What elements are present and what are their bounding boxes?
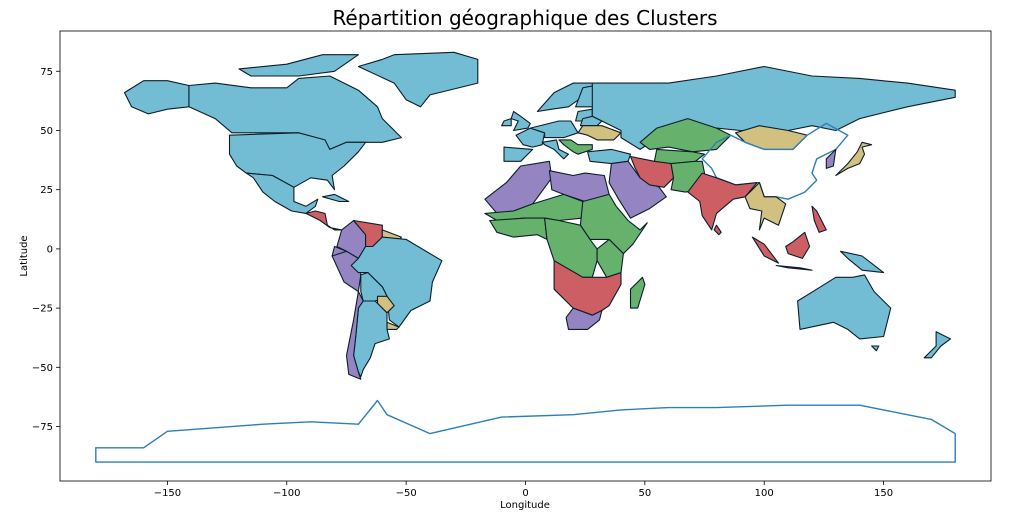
region-central-am [305, 210, 343, 231]
region-greenland [357, 51, 479, 108]
y-tick-label: 75 [40, 67, 53, 78]
region-indochina [744, 182, 787, 231]
region-cuba [322, 193, 350, 203]
region-chile [345, 290, 364, 380]
chart-title: Répartition géographique des Clusters [332, 6, 717, 30]
region-tasmania [871, 345, 880, 352]
region-ireland [501, 118, 512, 127]
y-tick-label: −75 [32, 422, 53, 433]
region-middle-east [608, 160, 667, 219]
region-korea [825, 148, 837, 169]
x-tick-label: 150 [874, 488, 893, 499]
map-layer [95, 51, 956, 463]
x-axis-ticks: −150 −100 −50 0 50 100 150 [154, 481, 893, 499]
region-ukraine [577, 125, 622, 141]
region-new-guinea [840, 250, 885, 274]
region-arctic-islands [238, 54, 359, 77]
x-tick-label: 0 [522, 488, 528, 499]
x-axis-label: Longitude [500, 500, 550, 511]
region-southern-africa1 [553, 260, 622, 316]
region-italy [541, 139, 570, 160]
region-uk [510, 110, 531, 132]
region-kazakhstan [639, 118, 732, 153]
x-tick-label: −100 [273, 488, 300, 499]
region-alaska [123, 80, 190, 115]
region-balkans [558, 139, 593, 155]
region-west-africa-coast [489, 217, 548, 240]
region-philippines [811, 205, 827, 233]
region-indonesia-a [751, 236, 780, 264]
y-axis-label: Latitude [19, 235, 30, 276]
x-tick-label: −50 [396, 488, 417, 499]
x-tick-label: 100 [755, 488, 774, 499]
region-japan [835, 141, 873, 177]
region-central-eu [529, 120, 579, 139]
region-usa [228, 132, 367, 191]
region-new-zealand [923, 331, 951, 359]
x-tick-label: 50 [638, 488, 651, 499]
region-india [687, 172, 758, 231]
y-tick-label: 0 [47, 244, 53, 255]
region-mexico [245, 172, 319, 214]
region-australia [797, 274, 892, 340]
region-madagascar [629, 276, 646, 309]
region-iran [629, 155, 675, 188]
x-tick-label: −150 [154, 488, 181, 499]
region-south-africa [565, 307, 603, 330]
region-borneo [785, 231, 811, 259]
y-tick-label: −25 [32, 304, 53, 315]
y-axis-ticks: 75 50 25 0 −25 −50 −75 [32, 67, 60, 433]
y-tick-label: 50 [40, 126, 53, 137]
y-tick-label: −50 [32, 363, 53, 374]
plot-area: −150 −100 −50 0 50 100 150 75 50 25 0 −25 −50 −75 [32, 30, 992, 499]
region-paraguay [376, 295, 395, 314]
region-iberia [503, 146, 534, 162]
region-canada [188, 75, 402, 150]
y-tick-label: 25 [40, 185, 53, 196]
region-indonesia-b [775, 264, 813, 271]
region-antarctica [95, 399, 956, 463]
region-sri-lanka [713, 224, 722, 236]
